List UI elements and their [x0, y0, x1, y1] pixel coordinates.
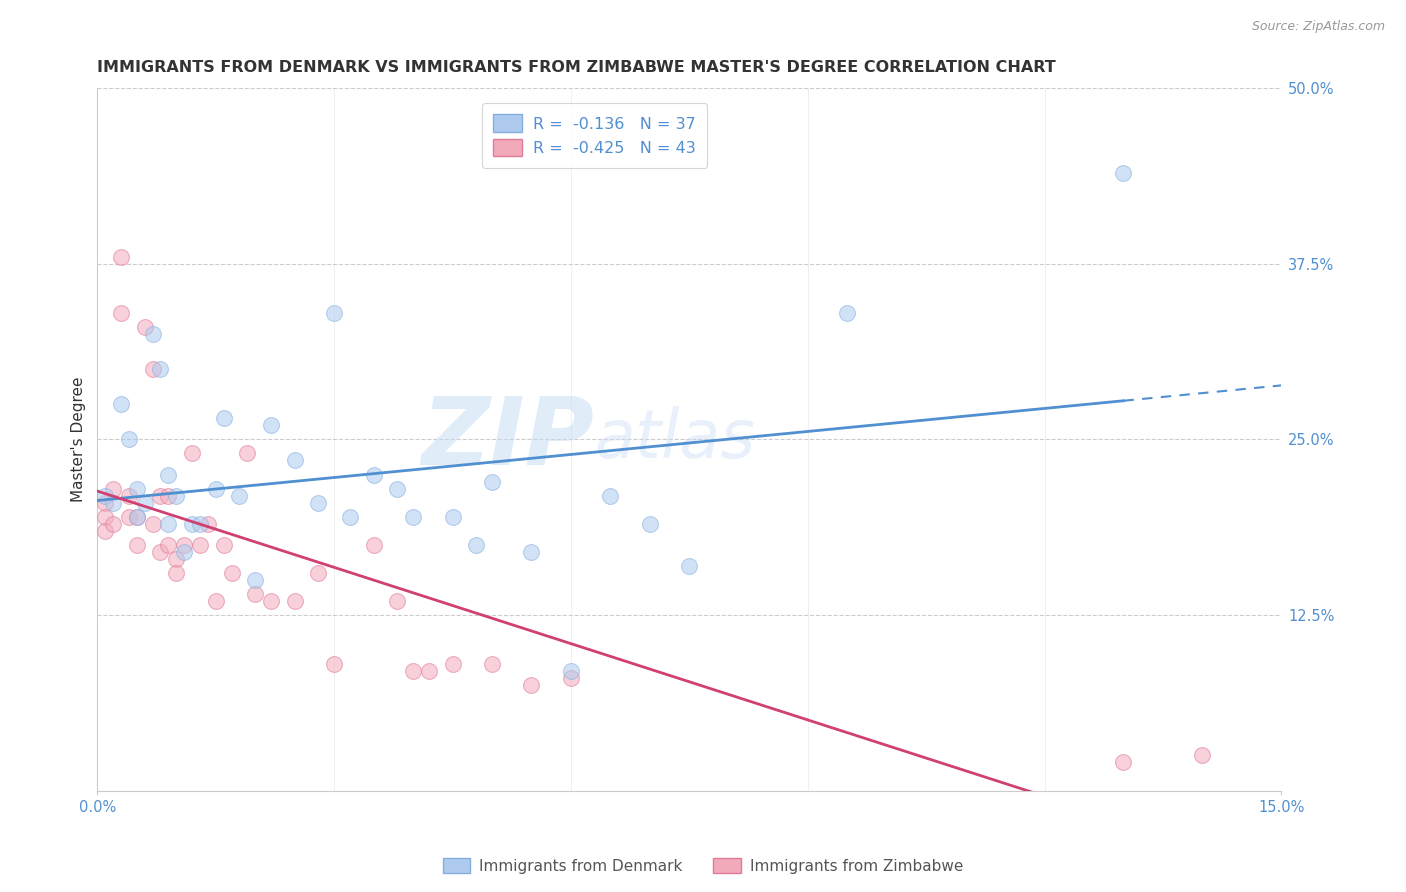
Point: [165, 551, 187, 566]
Point: [157, 516, 180, 531]
Point: [221, 566, 243, 580]
Point: [165, 489, 187, 503]
Point: [204, 594, 226, 608]
Point: [236, 446, 259, 460]
Point: [118, 509, 141, 524]
Point: [837, 306, 859, 320]
Point: [441, 657, 464, 672]
Point: [599, 489, 621, 503]
Point: [134, 320, 156, 334]
Point: [110, 306, 132, 320]
Text: atlas: atlas: [595, 407, 756, 473]
Point: [101, 495, 124, 509]
Point: [94, 509, 117, 524]
Point: [149, 489, 172, 503]
Point: [387, 482, 409, 496]
Point: [307, 566, 329, 580]
Point: [363, 467, 385, 482]
Point: [307, 495, 329, 509]
Point: [157, 467, 180, 482]
Point: [94, 489, 117, 503]
Point: [481, 475, 503, 489]
Point: [125, 509, 148, 524]
Point: [94, 524, 117, 538]
Point: [212, 411, 235, 425]
Point: [1191, 748, 1213, 763]
Point: [94, 495, 117, 509]
Point: [165, 566, 187, 580]
Point: [157, 538, 180, 552]
Point: [520, 545, 543, 559]
Point: [157, 489, 180, 503]
Point: [402, 509, 425, 524]
Point: [197, 516, 219, 531]
Point: [110, 397, 132, 411]
Point: [142, 327, 165, 342]
Point: [181, 516, 204, 531]
Point: [284, 594, 307, 608]
Point: [125, 509, 148, 524]
Point: [339, 509, 361, 524]
Legend: R =  -0.136   N = 37, R =  -0.425   N = 43: R = -0.136 N = 37, R = -0.425 N = 43: [482, 103, 707, 168]
Point: [118, 433, 141, 447]
Point: [260, 594, 283, 608]
Point: [560, 671, 582, 685]
Point: [173, 545, 195, 559]
Point: [441, 509, 464, 524]
Text: IMMIGRANTS FROM DENMARK VS IMMIGRANTS FROM ZIMBABWE MASTER'S DEGREE CORRELATION : IMMIGRANTS FROM DENMARK VS IMMIGRANTS FR…: [97, 60, 1056, 75]
Point: [125, 482, 148, 496]
Point: [181, 446, 204, 460]
Point: [520, 678, 543, 692]
Point: [142, 362, 165, 376]
Text: Source: ZipAtlas.com: Source: ZipAtlas.com: [1251, 20, 1385, 33]
Point: [101, 516, 124, 531]
Point: [402, 664, 425, 678]
Point: [204, 482, 226, 496]
Point: [387, 594, 409, 608]
Point: [245, 573, 267, 587]
Point: [212, 538, 235, 552]
Point: [118, 489, 141, 503]
Point: [323, 306, 346, 320]
Point: [173, 538, 195, 552]
Point: [560, 664, 582, 678]
Point: [638, 516, 661, 531]
Point: [245, 587, 267, 601]
Point: [284, 453, 307, 467]
Point: [188, 538, 211, 552]
Point: [149, 362, 172, 376]
Point: [149, 545, 172, 559]
Point: [481, 657, 503, 672]
Text: ZIP: ZIP: [422, 393, 595, 485]
Y-axis label: Master's Degree: Master's Degree: [72, 376, 86, 502]
Point: [228, 489, 250, 503]
Point: [125, 538, 148, 552]
Point: [142, 516, 165, 531]
Point: [260, 418, 283, 433]
Point: [134, 495, 156, 509]
Point: [418, 664, 440, 678]
Point: [101, 482, 124, 496]
Point: [678, 558, 700, 573]
Point: [1112, 756, 1135, 770]
Point: [323, 657, 346, 672]
Point: [110, 250, 132, 264]
Point: [465, 538, 488, 552]
Legend: Immigrants from Denmark, Immigrants from Zimbabwe: Immigrants from Denmark, Immigrants from…: [437, 852, 969, 880]
Point: [363, 538, 385, 552]
Point: [188, 516, 211, 531]
Point: [1112, 165, 1135, 179]
